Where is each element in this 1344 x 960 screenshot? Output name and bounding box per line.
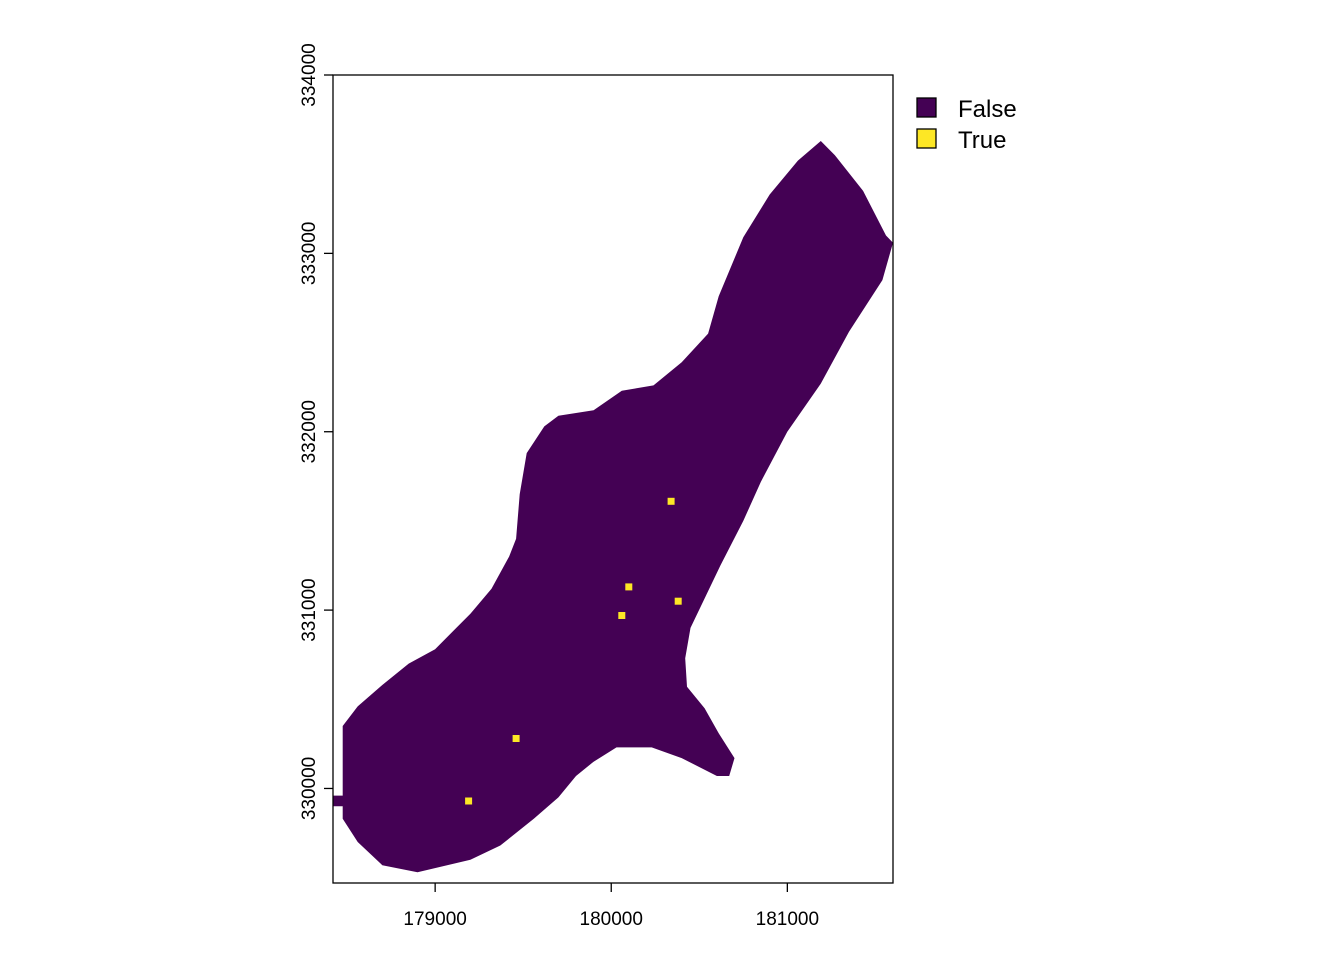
y-tick-label: 330000 xyxy=(299,757,320,820)
plot-frame xyxy=(332,74,894,884)
plot-area xyxy=(333,141,893,873)
legend-swatch-false xyxy=(916,97,937,118)
y-tick-label: 334000 xyxy=(299,43,320,106)
x-tick-label: 180000 xyxy=(580,909,643,930)
legend: False True xyxy=(916,96,1017,154)
y-tick-label: 331000 xyxy=(299,578,320,641)
true-cell-4 xyxy=(674,597,682,605)
true-cell-2 xyxy=(625,583,633,591)
legend-label-true: True xyxy=(958,127,1006,154)
true-cell-6 xyxy=(465,797,473,805)
y-axis: 330000 331000 332000 333000 334000 xyxy=(299,43,333,820)
x-tick-label: 181000 xyxy=(756,909,819,930)
true-cell-3 xyxy=(618,612,626,619)
x-tick-label: 179000 xyxy=(403,909,466,930)
y-tick-label: 333000 xyxy=(299,222,320,285)
true-cells-layer xyxy=(465,497,682,805)
x-axis: 179000 180000 181000 xyxy=(403,883,819,930)
y-tick-label: 332000 xyxy=(299,400,320,463)
true-cell-1 xyxy=(667,497,675,505)
legend-swatch-true xyxy=(916,128,937,149)
false-region xyxy=(333,141,893,873)
true-cell-5 xyxy=(512,735,520,742)
legend-label-false: False xyxy=(958,96,1017,123)
